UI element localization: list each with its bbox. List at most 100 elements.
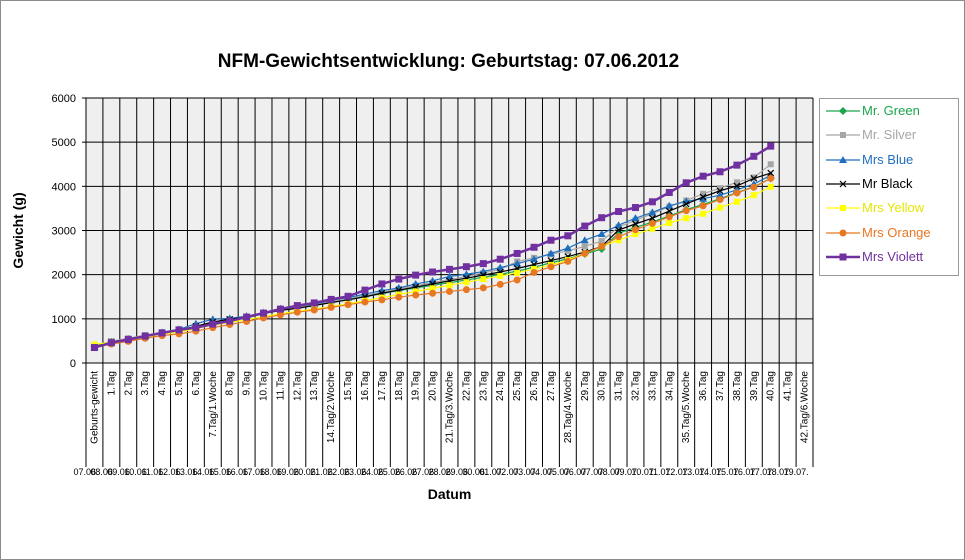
legend-item: Mr. Silver bbox=[820, 124, 958, 146]
data-point bbox=[716, 168, 724, 176]
date-label: 09.07. bbox=[615, 467, 640, 477]
category-label: 16.Tag bbox=[360, 371, 371, 401]
series-mrs-violett bbox=[90, 142, 775, 352]
date-label: 07.07. bbox=[581, 467, 606, 477]
date-label: 03.07. bbox=[513, 467, 538, 477]
data-point bbox=[597, 230, 606, 238]
data-point bbox=[632, 220, 639, 228]
data-point bbox=[767, 142, 775, 150]
data-point bbox=[378, 296, 386, 304]
data-point bbox=[395, 293, 403, 301]
y-tick-label: 0 bbox=[70, 358, 76, 370]
data-point bbox=[615, 237, 622, 244]
data-point bbox=[276, 311, 284, 319]
data-point bbox=[733, 189, 741, 197]
date-label: 07.06. bbox=[73, 467, 98, 477]
data-point bbox=[733, 161, 741, 169]
data-point bbox=[564, 257, 572, 265]
data-point bbox=[839, 107, 847, 115]
date-label: 14.07. bbox=[699, 467, 724, 477]
data-point bbox=[293, 302, 301, 310]
category-label: 11.Tag bbox=[275, 371, 286, 400]
data-point bbox=[546, 249, 555, 257]
data-point bbox=[209, 320, 217, 328]
date-label: 13.07. bbox=[682, 467, 707, 477]
category-label: 32.Tag bbox=[630, 371, 641, 401]
data-point bbox=[648, 208, 657, 216]
data-point bbox=[446, 287, 453, 295]
data-point bbox=[598, 238, 605, 245]
data-point bbox=[700, 210, 707, 217]
date-label: 13.06. bbox=[175, 467, 200, 477]
category-label: 39.Tag bbox=[749, 371, 760, 401]
legend-item: Mrs Orange bbox=[820, 222, 958, 244]
legend-symbol bbox=[826, 253, 860, 261]
data-point bbox=[665, 189, 673, 197]
data-point bbox=[124, 336, 132, 344]
data-point bbox=[327, 295, 335, 303]
data-point bbox=[767, 161, 774, 168]
data-point bbox=[767, 183, 774, 190]
legend-label: Mr. Silver bbox=[862, 127, 917, 143]
category-label: 40.Tag bbox=[766, 371, 777, 401]
date-label: 10.07. bbox=[631, 467, 656, 477]
data-point bbox=[648, 198, 656, 206]
data-point bbox=[733, 182, 741, 190]
data-point bbox=[581, 249, 589, 257]
category-label: Geburts-gewicht bbox=[89, 371, 100, 444]
data-point bbox=[175, 326, 183, 334]
date-label: 16.07. bbox=[733, 467, 758, 477]
data-point bbox=[631, 204, 639, 212]
data-point bbox=[530, 268, 538, 276]
category-label: 31.Tag bbox=[614, 371, 625, 401]
data-point bbox=[699, 172, 707, 180]
legend-label: Mr. Green bbox=[862, 103, 920, 118]
data-point bbox=[90, 344, 98, 352]
data-point bbox=[192, 324, 200, 332]
category-label: 20.Tag bbox=[428, 371, 439, 401]
legend-symbol bbox=[826, 155, 860, 163]
data-point bbox=[631, 226, 639, 234]
data-point bbox=[580, 236, 589, 244]
data-point bbox=[226, 317, 234, 325]
data-point bbox=[446, 282, 453, 289]
data-point bbox=[581, 243, 588, 250]
category-label: 2.Tag bbox=[123, 371, 134, 395]
category-label: 7.Tag/1.Woche bbox=[208, 371, 219, 438]
date-label: 05.07. bbox=[547, 467, 572, 477]
date-label: 01.07. bbox=[479, 467, 504, 477]
category-label: 30.Tag bbox=[597, 371, 608, 401]
legend-symbol bbox=[826, 132, 860, 139]
data-point bbox=[750, 183, 758, 191]
data-point bbox=[327, 303, 335, 311]
x-axis-title: Datum bbox=[428, 486, 472, 502]
data-point bbox=[462, 263, 470, 271]
category-label: 13.Tag bbox=[309, 371, 320, 401]
data-point bbox=[839, 229, 847, 236]
data-point bbox=[665, 207, 673, 215]
date-label: 20.06. bbox=[293, 467, 318, 477]
data-point bbox=[767, 169, 775, 177]
category-label: 25.Tag bbox=[512, 371, 523, 401]
category-label: 9.Tag bbox=[242, 371, 253, 395]
date-label: 24.06. bbox=[361, 467, 386, 477]
date-label: 23.06. bbox=[344, 467, 369, 477]
data-point bbox=[767, 174, 775, 182]
date-label: 17.07. bbox=[750, 467, 775, 477]
data-point bbox=[733, 179, 740, 186]
data-point bbox=[412, 288, 419, 295]
data-point bbox=[563, 244, 572, 252]
data-point bbox=[716, 191, 725, 199]
data-point bbox=[412, 271, 420, 279]
data-point bbox=[446, 265, 453, 273]
data-point bbox=[648, 219, 656, 227]
data-point bbox=[513, 259, 522, 267]
data-point bbox=[531, 265, 538, 272]
data-point bbox=[530, 243, 538, 251]
legend-item: Mrs Blue bbox=[820, 149, 958, 171]
legend-item: Mrs Yellow bbox=[820, 197, 958, 219]
category-label: 15.Tag bbox=[343, 371, 354, 401]
data-point bbox=[547, 263, 555, 271]
